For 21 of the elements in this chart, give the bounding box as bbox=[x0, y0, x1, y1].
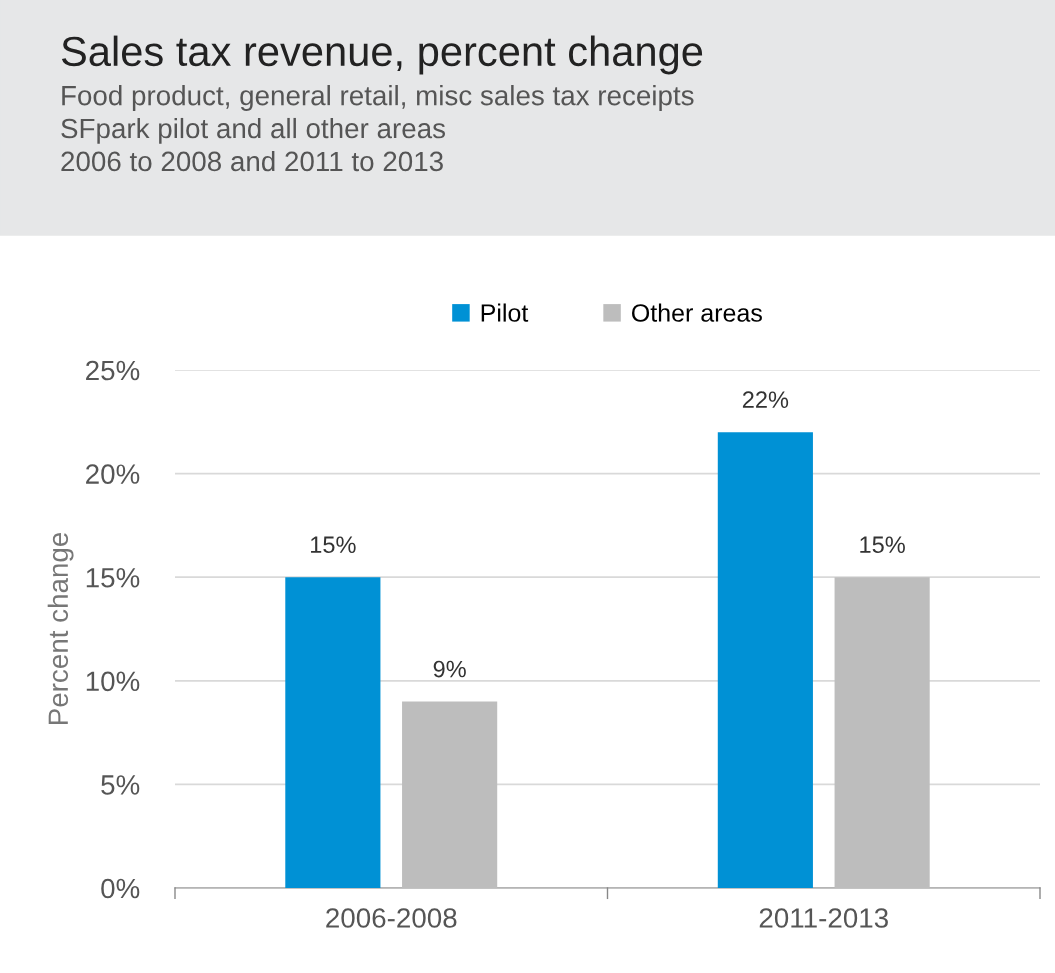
y-tick-label: 0% bbox=[101, 878, 140, 899]
data-label: 22% bbox=[742, 391, 789, 408]
legend-label: Other areas bbox=[632, 303, 762, 322]
y-tick-label: 20% bbox=[86, 464, 140, 484]
bar bbox=[402, 701, 498, 888]
data-label: 15% bbox=[311, 536, 356, 554]
y-tick-label: 25% bbox=[86, 360, 140, 381]
bar bbox=[717, 432, 813, 888]
x-tick-label: 2006-2008 bbox=[326, 908, 457, 928]
data-label: 15% bbox=[860, 536, 905, 554]
y-tick-label: 10% bbox=[86, 671, 140, 692]
legend-label: Pilot bbox=[481, 303, 529, 322]
data-label: 9% bbox=[433, 660, 466, 678]
chart-title: Sales tax revenue, percent change bbox=[61, 35, 703, 75]
y-tick-label: 15% bbox=[86, 567, 140, 588]
y-axis-title: Percent change bbox=[47, 532, 74, 724]
x-tick-label: 2011-2013 bbox=[759, 908, 888, 928]
chart-subtitle: Food product, general retail, misc sales tax receipts SFpark pilot and all other areas 2006 to 2008 and 2011 to 2013 bbox=[61, 85, 694, 172]
bar bbox=[285, 577, 381, 888]
y-tick-label: 5% bbox=[101, 775, 140, 795]
bar bbox=[834, 577, 930, 888]
